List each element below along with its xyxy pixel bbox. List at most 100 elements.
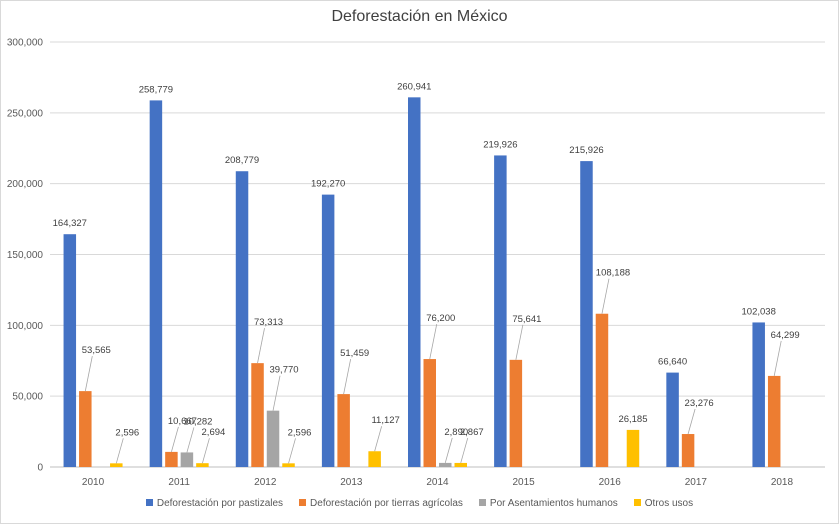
bar xyxy=(423,359,436,467)
bar xyxy=(79,391,92,467)
bar xyxy=(408,97,421,467)
legend-item: Deforestación por tierras agrícolas xyxy=(299,498,463,509)
bar xyxy=(337,394,350,467)
leader-line xyxy=(202,438,210,464)
data-label: 215,926 xyxy=(569,145,603,156)
legend-swatch xyxy=(478,499,486,506)
leader-line xyxy=(84,356,93,392)
x-tick-label: 2013 xyxy=(340,477,363,488)
bar xyxy=(149,100,163,467)
leader-line xyxy=(186,427,195,453)
leader-line xyxy=(288,438,296,464)
bar xyxy=(196,463,209,467)
leader-line xyxy=(343,359,352,395)
bar xyxy=(251,363,264,467)
data-label: 2,890 xyxy=(444,427,468,438)
data-label: 73,313 xyxy=(254,317,283,328)
leader-line xyxy=(601,278,610,314)
legend-item: Por Asentamientos humanos xyxy=(478,498,618,509)
data-label: 258,779 xyxy=(139,84,173,95)
bar xyxy=(666,372,679,467)
data-label: 2,596 xyxy=(115,427,139,438)
leader-line xyxy=(115,438,124,464)
x-tick-label: 2010 xyxy=(82,477,105,488)
bar xyxy=(368,451,381,467)
data-label: 11,127 xyxy=(371,415,399,426)
y-tick-label: 200,000 xyxy=(7,179,44,190)
leader-line xyxy=(515,324,524,360)
legend-swatch xyxy=(633,499,641,506)
bar xyxy=(595,313,609,467)
bar xyxy=(321,194,335,467)
chart-title: Deforestación en México xyxy=(331,8,508,25)
bar xyxy=(165,451,178,467)
legend-label: Deforestación por pastizales xyxy=(156,498,284,509)
x-tick-label: 2011 xyxy=(168,477,190,488)
legend-swatch xyxy=(299,499,307,506)
y-tick-label: 150,000 xyxy=(7,250,44,261)
bar xyxy=(454,462,467,467)
data-label: 260,941 xyxy=(397,81,431,92)
x-tick-label: 2014 xyxy=(426,477,449,488)
bar xyxy=(235,171,249,468)
data-label: 2,596 xyxy=(288,427,312,438)
data-label: 64,299 xyxy=(771,330,800,341)
leader-line xyxy=(773,340,782,376)
leader-line xyxy=(444,437,453,464)
bar xyxy=(752,322,765,467)
legend-item: Deforestación por pastizales xyxy=(145,498,284,509)
data-label: 26,185 xyxy=(618,414,647,425)
bar xyxy=(282,463,295,467)
data-label: 23,276 xyxy=(685,398,714,409)
data-label: 10,667 xyxy=(168,416,197,427)
y-tick-label: 100,000 xyxy=(7,321,44,332)
leader-line xyxy=(171,426,179,452)
bar xyxy=(681,434,695,467)
bar xyxy=(439,462,452,467)
data-label: 39,770 xyxy=(269,365,298,376)
leader-line xyxy=(687,408,696,435)
data-label: 192,270 xyxy=(311,179,345,190)
y-tick-label: 0 xyxy=(37,463,43,474)
bar xyxy=(509,359,523,467)
data-label: 102,038 xyxy=(742,306,776,317)
data-label: 108,188 xyxy=(596,268,630,279)
leader-line xyxy=(272,375,281,411)
y-tick-label: 300,000 xyxy=(7,38,44,49)
legend-swatch xyxy=(145,499,153,506)
data-label: 2,694 xyxy=(202,427,226,438)
data-label: 10,282 xyxy=(183,416,212,427)
x-tick-label: 2015 xyxy=(512,477,535,488)
bar xyxy=(767,375,781,467)
bar xyxy=(494,155,507,467)
bar xyxy=(626,429,640,467)
bar xyxy=(180,452,194,467)
x-tick-label: 2012 xyxy=(254,477,277,488)
leader-line xyxy=(257,328,265,364)
data-label: 53,565 xyxy=(82,345,111,356)
data-label: 66,640 xyxy=(658,357,687,368)
data-label: 76,200 xyxy=(426,313,455,324)
data-label: 2,867 xyxy=(460,427,484,438)
data-label: 219,926 xyxy=(483,139,517,150)
leader-line xyxy=(429,323,438,360)
bar xyxy=(580,161,593,467)
bar xyxy=(110,463,123,467)
bar xyxy=(266,410,280,467)
data-label: 51,459 xyxy=(340,348,369,359)
legend-item: Otros usos xyxy=(633,498,694,509)
leader-line xyxy=(374,426,383,452)
x-tick-label: 2018 xyxy=(771,477,794,488)
y-tick-label: 250,000 xyxy=(7,108,44,119)
data-label: 208,779 xyxy=(225,155,259,166)
x-tick-label: 2016 xyxy=(599,477,622,488)
legend-label: Otros usos xyxy=(644,498,694,509)
legend-label: Deforestación por tierras agrícolas xyxy=(310,498,463,509)
legend: Deforestación por pastizales Deforestació… xyxy=(0,498,839,509)
data-label: 164,327 xyxy=(53,218,87,229)
data-label: 75,641 xyxy=(512,314,541,325)
leader-line xyxy=(460,437,469,464)
bar xyxy=(63,234,77,467)
x-tick-label: 2017 xyxy=(685,477,708,488)
